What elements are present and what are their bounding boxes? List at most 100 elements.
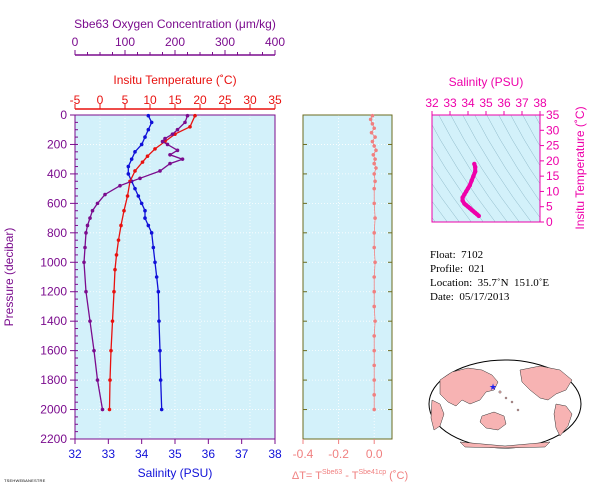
delta-plot-background [303,115,392,439]
salinity-point [151,245,156,250]
oxygen-point [170,132,175,136]
salinity-point [136,194,141,198]
oxygen-point [100,407,105,412]
ts-density-contour [486,115,540,202]
ts-temperature-tick-label: 30 [546,123,560,137]
oxygen-point [84,289,88,294]
ts-salinity-ticks: 32 33 34 35 36 37 38 [425,96,547,115]
date: Date: 05/17/2013 [430,291,510,303]
float-info: Float: 7102 Profile: 021 Location: 35.7˚… [430,248,549,304]
main-series-layer [82,113,197,412]
pressure-tick-label: 1200 [40,285,67,299]
ts-temperature-title: Insitu Temperature (˚C) [573,106,587,229]
ts-temperature-tick-label: 10 [546,184,560,198]
oxygen-point [138,176,142,181]
salinity-point [133,186,137,191]
ts-density-contour [432,200,448,222]
delta-point [372,348,377,353]
float-id: Float: 7102 [430,249,484,261]
pressure-tick-label: 800 [47,226,67,240]
delta-point [369,130,374,135]
salinity-tick-label: 36 [202,447,216,461]
ts-point [467,183,472,188]
map-islands [498,390,520,412]
oxygen-tick-label: 400 [265,35,285,49]
ts-density-contour [498,115,540,185]
temperature-point [114,253,119,257]
ts-density-contour [432,165,472,222]
ts-temperature-tick-label: 25 [546,139,560,153]
map-land-asia [439,367,499,407]
oxygen-point [95,201,100,206]
salinity-point [157,319,161,323]
ts-temperature-tick-label: 0 [546,215,553,229]
pressure-tick-label: 2000 [40,403,67,417]
map-land-australia [479,411,507,431]
salinity-tick-label: 33 [102,447,116,461]
oxygen-point [95,378,100,382]
ts-salinity-tick-label: 33 [443,96,457,110]
delta-point [372,186,377,191]
delta-point [370,113,375,118]
ts-salinity-tick-label: 34 [461,96,475,110]
delta-tick-label: -0.2 [328,447,349,461]
ts-plot-background [432,115,540,222]
delta-point [374,148,378,153]
oxygen-point [88,216,92,220]
salinity-point [158,348,162,353]
ts-salinity-tick-label: 36 [497,96,511,110]
delta-point [372,161,377,166]
temperature-point [140,160,145,164]
ts-series-layer [460,161,481,219]
delta-point [372,126,377,131]
oxygen-point [85,223,90,228]
oxygen-point [118,183,122,188]
ts-density-contour [522,115,540,147]
salinity-point [159,407,164,412]
oxygen-point [82,260,86,265]
ts-temperature-tick-label: 20 [546,154,560,168]
salinity-point [126,172,131,176]
salinity-point [139,142,144,147]
map-land-africa [430,399,445,431]
main-panel: 0 100 200 300 400 Sbe63 Oxygen Concentration… [2,17,285,480]
salinity-tick-label: 37 [235,447,249,461]
salinity-point [143,135,147,139]
delta-tick-label: 0.0 [366,447,383,461]
map-land-south-america [553,403,573,437]
delta-point [372,334,377,338]
oxygen-point [175,148,180,153]
salinity-axis-title: Salinity (PSU) [138,466,213,480]
salinity-point [146,223,151,228]
oxygen-point [160,139,165,144]
ts-temperature-tick-label: 15 [546,169,560,183]
oxygen-point [84,231,88,235]
world-map: ★ [428,359,582,449]
map-land-antarctica [459,441,551,449]
delta-point [373,260,377,265]
ts-density-contour [510,115,540,167]
temperature-axis-ticks: -5 0 5 10 15 20 25 30 35 [70,93,282,109]
temperature-point [109,348,113,353]
temperature-point [113,267,117,272]
ts-temperature-tick-label: 5 [546,200,553,214]
temperature-tick-label: 5 [122,93,129,107]
salinity-point [153,260,157,265]
ts-point [469,178,474,183]
oxygen-point [88,319,92,323]
temperature-tick-label: 20 [193,93,207,107]
delta-point [373,179,377,184]
ts-point [471,173,476,179]
oxygen-point [163,136,167,141]
delta-point [368,117,373,122]
delta-title-part1: ΔT= T [292,470,322,482]
oxygen-point [175,127,180,132]
delta-point [373,216,377,220]
pressure-tick-label: 200 [47,137,67,151]
delta-plot-frame [302,114,393,440]
map-float-marker: ★ [489,382,497,392]
delta-panel: -0.4 -0.2 0.0 ΔT= TSbe63 - TSbe41cp (˚C) [292,113,408,482]
